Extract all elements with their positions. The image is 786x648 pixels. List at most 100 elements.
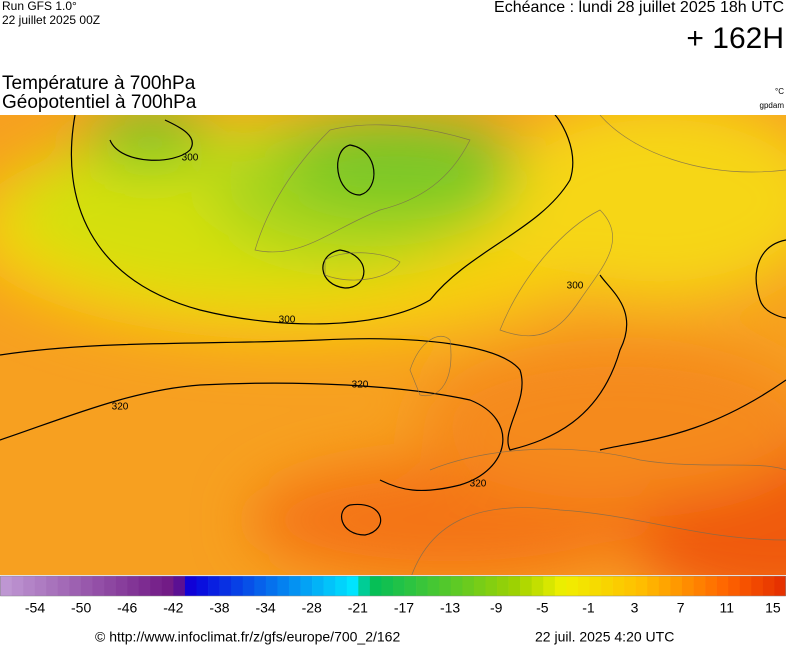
colorbar-label: -13 (440, 600, 460, 616)
unit: °C (775, 87, 784, 96)
color-swatch (497, 576, 509, 596)
color-swatch (358, 576, 371, 596)
color-swatch (196, 576, 209, 596)
color-swatch (150, 576, 163, 596)
color-swatch (335, 576, 348, 596)
title: Géopotentiel à 700hPa (2, 92, 197, 113)
color-swatch (323, 576, 336, 596)
colorbar-label: -38 (209, 600, 229, 616)
color-swatch (69, 576, 82, 596)
color-swatch (728, 576, 741, 596)
colorbar-label: -54 (25, 600, 45, 616)
color-swatch (161, 576, 174, 596)
color-swatch (658, 576, 671, 596)
color-swatch (312, 576, 324, 596)
map (0, 115, 786, 575)
color-swatch (57, 576, 70, 596)
colorbar-label: -50 (71, 600, 91, 616)
color-swatch (635, 576, 648, 596)
colorbar-label: -42 (163, 600, 183, 616)
color-swatch (80, 576, 93, 596)
color-swatch (346, 576, 359, 596)
color-swatch (739, 576, 752, 596)
color-swatch (416, 576, 428, 596)
colorbar-label: 7 (677, 600, 685, 616)
color-swatch (566, 576, 579, 596)
color-swatch (705, 576, 717, 596)
color-swatch (393, 576, 405, 596)
source: © http://www.infoclimat.fr/z/gfs/europe/… (95, 629, 400, 645)
color-swatch (554, 576, 567, 596)
colorbar-label: -9 (490, 600, 503, 616)
color-swatch (115, 576, 128, 596)
color-swatch (450, 576, 463, 596)
contour-label: 300 (567, 281, 584, 292)
color-swatch (589, 576, 602, 596)
color-swatch (577, 576, 590, 596)
unit: gpdam (760, 101, 785, 110)
color-swatch (23, 576, 35, 596)
color-swatch (138, 576, 151, 596)
color-swatch (520, 576, 533, 596)
color-swatch (716, 576, 729, 596)
contour-label: 320 (470, 479, 487, 490)
color-swatch (277, 576, 290, 596)
contour-label: 300 (182, 153, 199, 164)
color-swatch (104, 576, 116, 596)
colorbar-label: -28 (302, 600, 322, 616)
colorbar-label: 11 (720, 600, 735, 616)
color-swatch (404, 576, 417, 596)
color-swatch (647, 576, 660, 596)
color-swatch (265, 576, 278, 596)
color-swatch (473, 576, 486, 596)
color-swatch (693, 576, 706, 596)
color-swatch (601, 576, 613, 596)
color-swatch (0, 576, 12, 596)
color-swatch (288, 576, 301, 596)
color-swatch (624, 576, 637, 596)
color-swatch (369, 576, 382, 596)
color-swatch (681, 576, 694, 596)
colorbar-label: -34 (255, 600, 275, 616)
color-swatch (34, 576, 47, 596)
colorbar-label: 15 (765, 600, 781, 616)
colorbar-label: 3 (631, 600, 639, 616)
generated: 22 juil. 2025 4:20 UTC (535, 629, 674, 645)
color-swatch (427, 576, 440, 596)
color-swatch (612, 576, 625, 596)
color-swatch (774, 576, 786, 596)
colorbar-label: -17 (394, 600, 414, 616)
color-swatch (439, 576, 452, 596)
color-swatch (300, 576, 313, 596)
contour-label: 300 (279, 315, 296, 326)
color-swatch (46, 576, 59, 596)
run-date: 22 juillet 2025 00Z (2, 13, 100, 27)
color-swatch (531, 576, 544, 596)
contour-label: 320 (112, 402, 129, 413)
color-swatch (208, 576, 220, 596)
color-swatch (11, 576, 24, 596)
color-swatch (508, 576, 521, 596)
run: Run GFS 1.0° (2, 0, 77, 13)
colorbar-label: -5 (536, 600, 549, 616)
color-swatch (231, 576, 244, 596)
color-swatch (254, 576, 267, 596)
color-swatch (485, 576, 498, 596)
colorbar-label: -21 (348, 600, 368, 616)
valid-time: Echéance : lundi 28 juillet 2025 18h UTC (494, 0, 784, 16)
color-swatch (762, 576, 775, 596)
color-swatch (184, 576, 197, 596)
colorbar-label: -1 (582, 600, 595, 616)
color-swatch (219, 576, 232, 596)
color-swatch (381, 576, 394, 596)
color-swatch (751, 576, 764, 596)
color-swatch (242, 576, 255, 596)
colorbar: -54 -50 -46 -42 -38 -34 -28 -21 -17 -13 -9 -5 -1 3 7 11… (0, 575, 786, 616)
color-swatch (173, 576, 186, 596)
title: Température à 700hPa (2, 73, 196, 94)
color-swatch (462, 576, 475, 596)
color-swatch (543, 576, 556, 596)
lead-time: + 162H (686, 22, 784, 55)
color-swatch (92, 576, 105, 596)
